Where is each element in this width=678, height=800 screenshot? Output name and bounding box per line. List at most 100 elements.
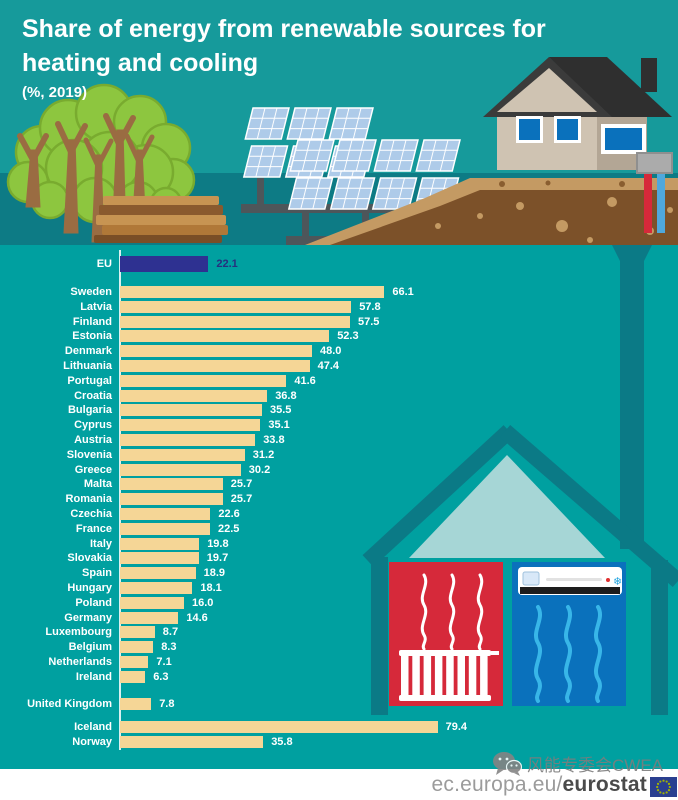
country-label: Malta xyxy=(83,478,112,491)
country-label: Cyprus xyxy=(74,419,112,432)
value-label: 47.4 xyxy=(317,360,340,372)
country-label: Bulgaria xyxy=(67,404,112,417)
country-label: Ireland xyxy=(75,670,112,683)
heat-pump-icon xyxy=(636,152,673,174)
geothermal-pipe-icon xyxy=(612,245,652,549)
value-label: 22.6 xyxy=(218,508,240,520)
country-label: Latvia xyxy=(80,300,112,313)
value-label: 79.4 xyxy=(445,721,468,733)
wood-logs-icon xyxy=(94,196,228,243)
wechat-icon xyxy=(493,752,522,776)
value-bar xyxy=(120,596,184,609)
country-label: France xyxy=(75,522,112,535)
value-label: 22.5 xyxy=(218,522,240,535)
chart-row-united-kingdom: United Kingdom 7.8 xyxy=(0,698,678,710)
chart-row-belgium: Belgium 8.3 xyxy=(0,641,678,654)
roof-interior xyxy=(409,455,605,558)
page-title-line1: Share of energy from renewable sources f… xyxy=(22,15,546,43)
chart-row-luxembourg: Luxembourg 8.7 xyxy=(0,626,678,639)
value-bar xyxy=(120,330,330,343)
window-icon xyxy=(516,116,646,154)
chart-row-slovakia: Slovakia 19.7 xyxy=(0,552,678,565)
country-label: Belgium xyxy=(68,641,112,654)
value-label: 22.1 xyxy=(216,258,238,270)
value-label: 25.7 xyxy=(230,493,253,506)
value-bar xyxy=(120,641,154,654)
country-label: Luxembourg xyxy=(45,626,112,639)
chart-row-austria: Austria 33.8 xyxy=(0,434,678,446)
house-geothermal-icon xyxy=(483,57,673,233)
top-illustration xyxy=(0,0,678,245)
value-label: 52.3 xyxy=(337,330,359,343)
page-title-line2: heating and cooling xyxy=(22,49,259,77)
value-label: 35.5 xyxy=(270,404,292,417)
country-label: Netherlands xyxy=(48,656,112,668)
chart-row-norway: Norway 35.8 xyxy=(0,735,678,748)
soil-icon xyxy=(305,178,678,245)
chart-row-portugal: Portugal 41.6 xyxy=(0,374,678,387)
country-label: Spain xyxy=(82,567,112,580)
value-bar xyxy=(120,448,245,461)
chart-row-cyprus: Cyprus 35.1 xyxy=(0,419,678,432)
value-bar xyxy=(120,522,210,535)
value-bar xyxy=(120,611,179,624)
value-label: 18.9 xyxy=(203,567,226,580)
value-label: 35.1 xyxy=(268,419,290,432)
country-label: Germany xyxy=(64,611,112,624)
value-label: 30.2 xyxy=(248,463,271,476)
url-highlight: eurostat xyxy=(562,773,647,796)
value-bar xyxy=(120,698,152,710)
value-bar xyxy=(120,434,256,446)
chart-row-lithuania: Lithuania 47.4 xyxy=(0,360,678,372)
value-label: 57.8 xyxy=(359,300,381,313)
watermark-text: 风能专委会CWEA xyxy=(527,756,663,775)
chart-row-sweden: Sweden 66.1 xyxy=(0,286,678,298)
snowflake-icon: ❄ xyxy=(613,576,622,588)
chart-row-ireland: Ireland 6.3 xyxy=(0,670,678,683)
heating-cooling-house: ❄ xyxy=(362,245,678,715)
chart-row-malta: Malta 25.7 xyxy=(0,478,678,491)
country-label: Greece xyxy=(74,463,112,476)
value-label: 18.1 xyxy=(200,582,222,594)
hot-pipe-icon xyxy=(644,173,652,233)
value-bar xyxy=(120,374,287,387)
value-label: 66.1 xyxy=(392,286,414,298)
country-label: Hungary xyxy=(67,582,112,594)
country-label: Austria xyxy=(74,434,112,446)
value-label: 8.3 xyxy=(161,641,177,654)
value-label: 48.0 xyxy=(320,345,342,358)
value-bar xyxy=(120,552,199,565)
country-label: Czechia xyxy=(70,508,112,520)
chart-row-eu: EU 22.1 xyxy=(0,256,678,272)
country-label: Croatia xyxy=(74,389,112,402)
heat-waves-icon xyxy=(420,573,484,651)
value-label: 41.6 xyxy=(294,374,316,387)
header: Share of energy from renewable sources f… xyxy=(22,12,546,101)
chart-row-croatia: Croatia 36.8 xyxy=(0,389,678,402)
chart-row-slovenia: Slovenia 31.2 xyxy=(0,448,678,461)
value-label: 19.7 xyxy=(206,552,229,565)
country-label: Portugal xyxy=(67,374,112,387)
value-label: 7.1 xyxy=(156,656,172,668)
value-bar xyxy=(120,567,196,580)
value-bar xyxy=(120,721,438,733)
chart-row-denmark: Denmark 48.0 xyxy=(0,345,678,358)
value-label: 35.8 xyxy=(271,735,293,748)
chart-row-germany: Germany 14.6 xyxy=(0,611,678,624)
country-label: Norway xyxy=(72,735,112,748)
trees-icon xyxy=(6,83,196,243)
chart-row-finland: Finland 57.5 xyxy=(0,315,678,328)
value-bar xyxy=(120,463,241,476)
value-label: 8.7 xyxy=(162,626,179,639)
top-illustration-band: Share of energy from renewable sources f… xyxy=(0,0,678,245)
chart-row-italy: Italy 19.8 xyxy=(0,537,678,550)
value-label: 33.8 xyxy=(263,434,285,446)
value-bar xyxy=(120,389,268,402)
chart-row-estonia: Estonia 52.3 xyxy=(0,330,678,343)
value-label: 19.8 xyxy=(207,537,229,550)
chimney-icon xyxy=(641,58,657,92)
page-subtitle: (%, 2019) xyxy=(22,84,88,101)
value-bar xyxy=(120,626,155,639)
country-label: Lithuania xyxy=(63,360,112,372)
